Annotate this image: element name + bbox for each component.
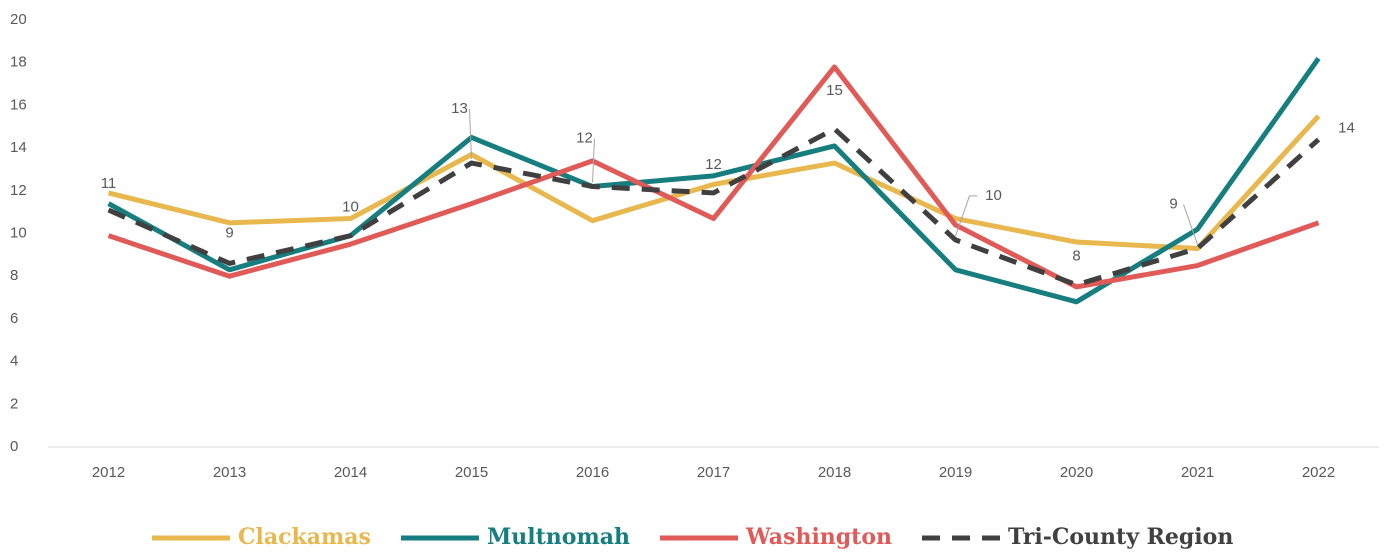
data-label: 12 bbox=[576, 129, 593, 146]
data-label: 9 bbox=[225, 224, 233, 241]
x-tick-label: 2016 bbox=[576, 464, 609, 481]
data-label: 9 bbox=[1169, 195, 1177, 212]
x-tick-label: 2018 bbox=[818, 464, 851, 481]
label-leader bbox=[1183, 204, 1198, 245]
data-label: 12 bbox=[705, 156, 722, 173]
x-tick-label: 2015 bbox=[455, 464, 488, 481]
y-tick-label: 4 bbox=[10, 353, 18, 370]
series-line bbox=[107, 126, 1321, 288]
data-label: 10 bbox=[985, 187, 1002, 204]
label-leader bbox=[955, 195, 978, 237]
x-tick-label: 2022 bbox=[1302, 464, 1335, 481]
data-label: 8 bbox=[1072, 248, 1080, 265]
data-label: 10 bbox=[342, 199, 359, 216]
y-tick-label: 10 bbox=[10, 224, 27, 241]
y-tick-label: 6 bbox=[10, 310, 18, 327]
series-line bbox=[107, 64, 1320, 290]
x-tick-label: 2012 bbox=[92, 464, 125, 481]
x-tick-label: 2013 bbox=[213, 464, 246, 481]
y-tick-label: 18 bbox=[10, 54, 27, 71]
x-tick-label: 2021 bbox=[1181, 464, 1214, 481]
x-tick-label: 2017 bbox=[697, 464, 730, 481]
y-tick-label: 16 bbox=[10, 96, 27, 113]
y-tick-label: 20 bbox=[10, 11, 27, 28]
x-tick-label: 2020 bbox=[1060, 464, 1093, 481]
legend-label: Multnomah bbox=[487, 524, 630, 550]
data-label: 14 bbox=[1338, 120, 1355, 137]
y-tick-label: 8 bbox=[10, 267, 18, 284]
label-leader bbox=[592, 138, 595, 183]
series-line bbox=[107, 56, 1321, 305]
data-label: 13 bbox=[451, 100, 468, 117]
y-tick-label: 14 bbox=[10, 139, 27, 156]
legend-label: Tri-County Region bbox=[1008, 524, 1233, 550]
data-label: 11 bbox=[101, 175, 117, 192]
x-tick-label: 2014 bbox=[334, 464, 367, 481]
y-tick-label: 0 bbox=[10, 438, 18, 455]
y-tick-label: 2 bbox=[10, 395, 18, 412]
series-line bbox=[107, 114, 1321, 251]
label-leader bbox=[469, 109, 472, 160]
x-tick-label: 2019 bbox=[939, 464, 972, 481]
legend-label: Washington bbox=[745, 524, 892, 550]
data-label: 15 bbox=[826, 82, 843, 99]
legend-label: Clackamas bbox=[238, 524, 371, 550]
y-tick-label: 12 bbox=[10, 182, 27, 199]
